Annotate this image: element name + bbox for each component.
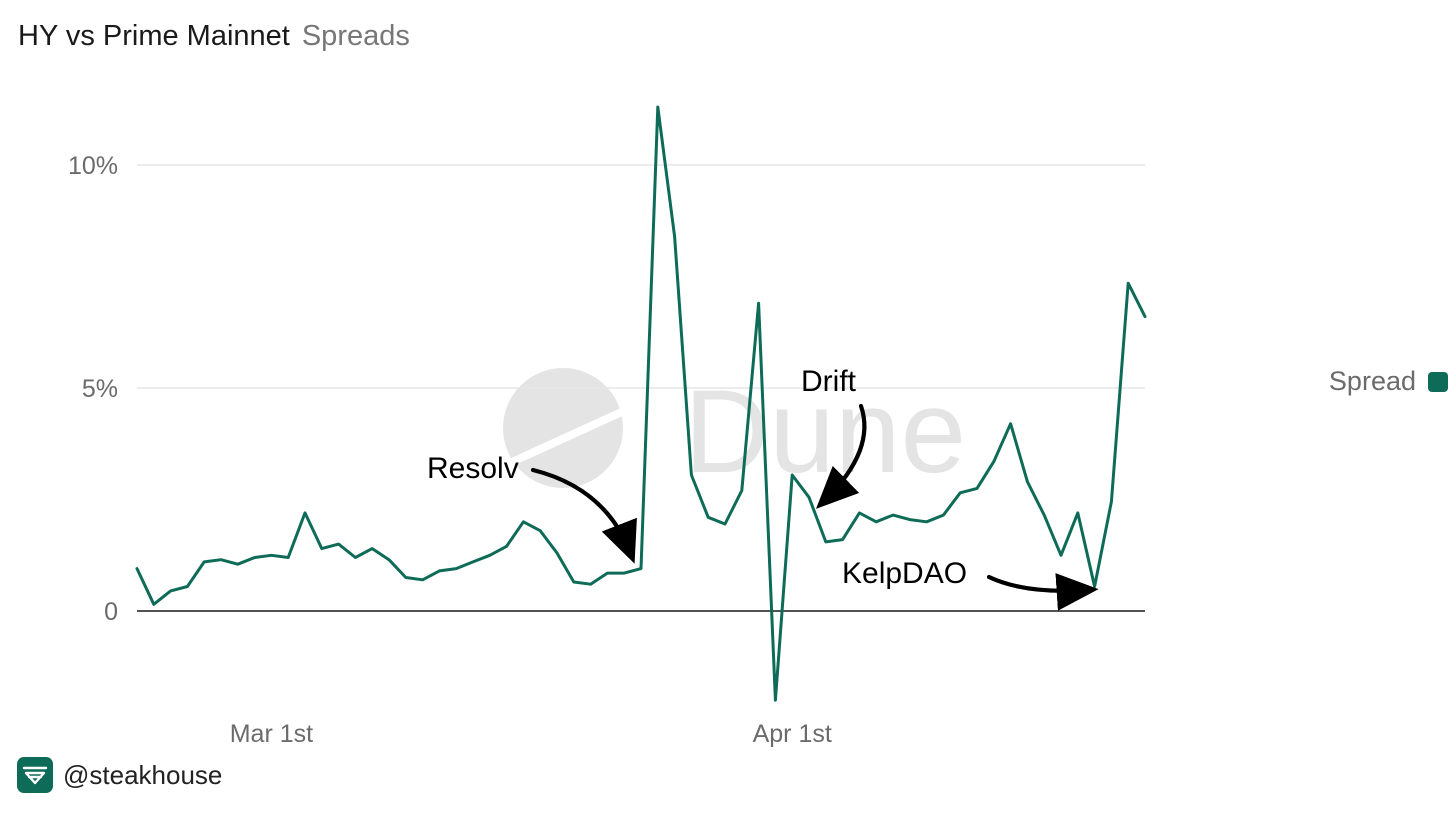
legend-swatch	[1428, 371, 1448, 392]
chart-title: HY vs Prime Mainnet	[18, 20, 290, 52]
annotation-label: KelpDAO	[842, 557, 967, 590]
legend-label: Spread	[1328, 366, 1416, 396]
dune-logo-icon	[503, 368, 623, 488]
x-axis-ticks: Mar 1st Apr 1st	[230, 720, 832, 748]
footer: @steakhouse	[17, 757, 222, 793]
series-line-spread	[135, 105, 1147, 702]
y-axis-ticks: 0 5% 10%	[68, 152, 118, 626]
legend: Spread	[1329, 366, 1448, 397]
annotation-label: Drift	[801, 365, 857, 398]
annotation-arrow	[816, 403, 867, 509]
steakhouse-logo-icon	[17, 757, 53, 793]
watermark: Dune	[503, 366, 966, 498]
y-tick-label: 10%	[68, 152, 118, 180]
annotation-arrow	[986, 573, 1099, 611]
x-tick-label: Mar 1st	[230, 720, 313, 748]
y-tick-label: 5%	[82, 375, 118, 403]
dune-logo-stroke	[510, 406, 628, 466]
annotations: Resolv Drift KelpDAO	[427, 365, 1099, 611]
footer-handle: @steakhouse	[63, 759, 223, 790]
chart-header: HY vs Prime Mainnet Spreads	[18, 18, 410, 54]
series-layer	[135, 105, 1147, 702]
annotation-arrow	[530, 467, 637, 564]
y-tick-label: 0	[104, 598, 118, 626]
x-tick-label: Apr 1st	[753, 720, 832, 748]
annotation-label: Resolv	[427, 452, 519, 485]
chart-subtitle: Spreads	[301, 20, 410, 52]
grid	[137, 164, 1145, 612]
